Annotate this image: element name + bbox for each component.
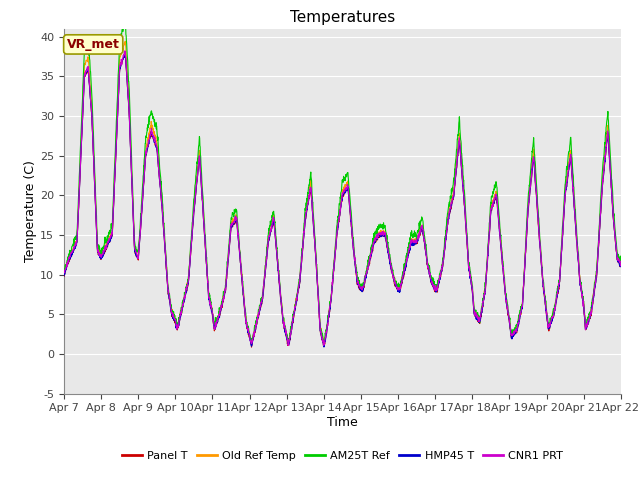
Legend: Panel T, Old Ref Temp, AM25T Ref, HMP45 T, CNR1 PRT: Panel T, Old Ref Temp, AM25T Ref, HMP45 … xyxy=(117,446,568,466)
Text: VR_met: VR_met xyxy=(67,38,120,51)
Y-axis label: Temperature (C): Temperature (C) xyxy=(24,160,37,262)
X-axis label: Time: Time xyxy=(327,416,358,429)
Title: Temperatures: Temperatures xyxy=(290,10,395,25)
